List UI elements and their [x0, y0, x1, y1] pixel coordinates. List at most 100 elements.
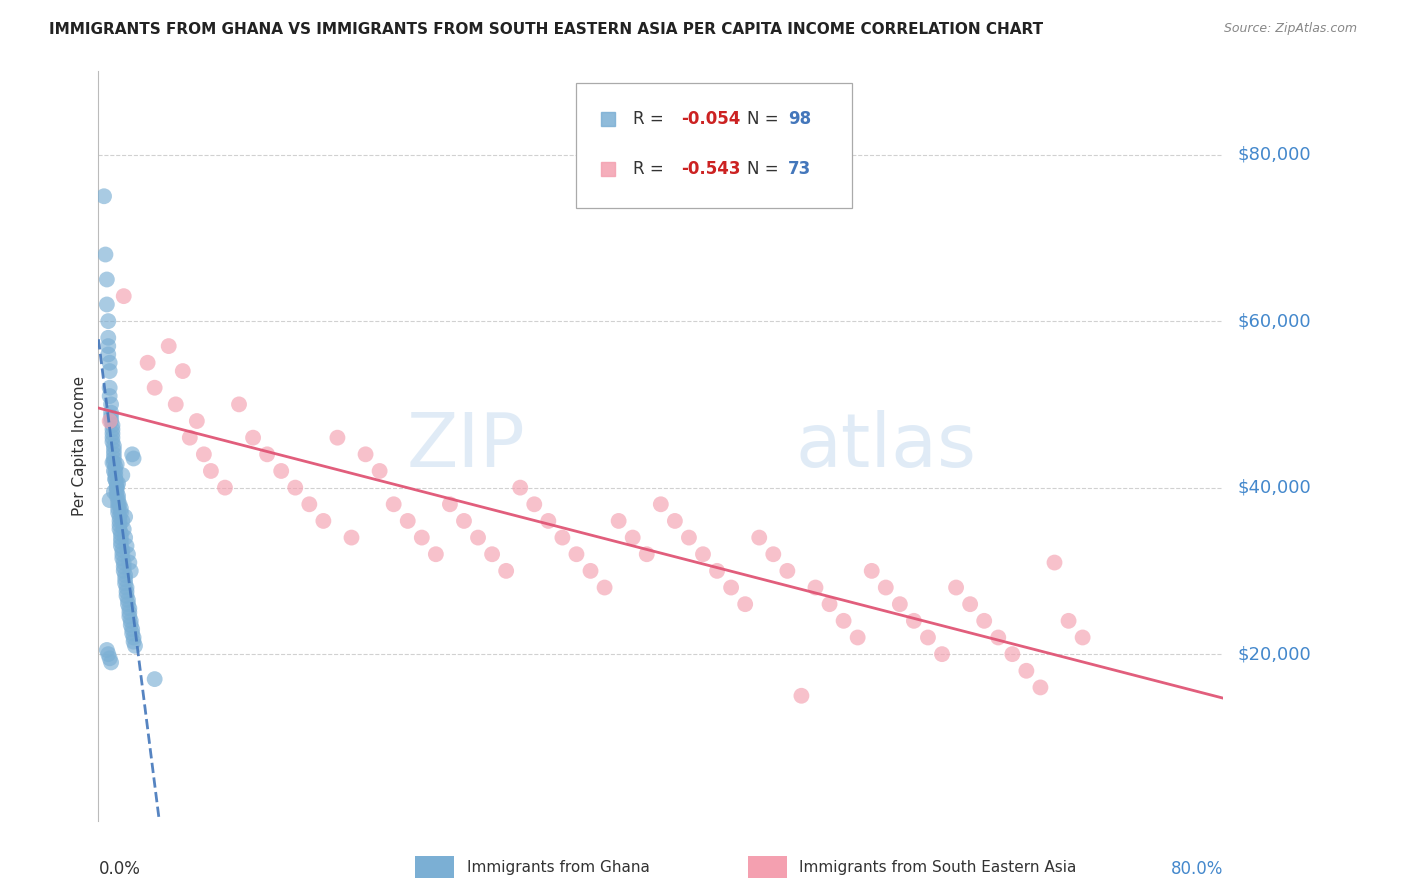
- Text: Immigrants from Ghana: Immigrants from Ghana: [467, 860, 650, 874]
- Point: [112, 559, 135, 574]
- Point: [98, 364, 121, 378]
- Point: [120, 614, 142, 628]
- Text: -0.543: -0.543: [681, 160, 741, 178]
- Point: [889, 597, 911, 611]
- Point: [228, 397, 250, 411]
- Point: [107, 506, 129, 520]
- Point: [115, 539, 138, 553]
- Point: [101, 431, 124, 445]
- Text: N =: N =: [748, 160, 785, 178]
- Point: [104, 468, 127, 483]
- Point: [523, 497, 546, 511]
- Point: [110, 526, 132, 541]
- Point: [114, 509, 136, 524]
- Point: [565, 547, 588, 561]
- Point: [664, 514, 686, 528]
- Point: [98, 356, 121, 370]
- Point: [706, 564, 728, 578]
- Point: [121, 447, 143, 461]
- Point: [1043, 556, 1066, 570]
- Point: [425, 547, 447, 561]
- Point: [179, 431, 201, 445]
- Point: [103, 484, 125, 499]
- Point: [103, 451, 125, 466]
- Point: [112, 289, 135, 303]
- Point: [270, 464, 292, 478]
- Point: [108, 497, 131, 511]
- Point: [103, 447, 125, 461]
- Text: $20,000: $20,000: [1237, 645, 1310, 663]
- Point: [97, 339, 120, 353]
- Point: [114, 568, 136, 582]
- Point: [103, 439, 125, 453]
- Point: [172, 364, 194, 378]
- Point: [118, 609, 141, 624]
- Point: [959, 597, 981, 611]
- Point: [114, 576, 136, 591]
- Point: [96, 272, 118, 286]
- Point: [579, 564, 602, 578]
- Point: [903, 614, 925, 628]
- Point: [354, 447, 377, 461]
- Point: [94, 247, 117, 261]
- Point: [100, 656, 122, 670]
- Point: [110, 506, 132, 520]
- Text: 98: 98: [787, 110, 811, 128]
- Point: [1029, 681, 1052, 695]
- Point: [734, 597, 756, 611]
- Text: $60,000: $60,000: [1237, 312, 1310, 330]
- Point: [326, 431, 349, 445]
- Point: [108, 509, 131, 524]
- Point: [396, 514, 419, 528]
- Point: [101, 456, 124, 470]
- Point: [111, 468, 134, 483]
- Point: [650, 497, 672, 511]
- Point: [1071, 631, 1094, 645]
- Point: [818, 597, 841, 611]
- Point: [101, 426, 124, 441]
- Point: [105, 458, 128, 472]
- Text: R =: R =: [633, 160, 669, 178]
- Point: [593, 581, 616, 595]
- Point: [157, 339, 180, 353]
- Point: [97, 347, 120, 361]
- Point: [112, 556, 135, 570]
- Point: [121, 626, 143, 640]
- Point: [115, 581, 138, 595]
- Text: 0.0%: 0.0%: [98, 860, 141, 878]
- Point: [115, 584, 138, 599]
- Point: [111, 543, 134, 558]
- Point: [111, 547, 134, 561]
- Point: [107, 476, 129, 491]
- Point: [186, 414, 208, 428]
- Point: [97, 314, 120, 328]
- Point: [340, 531, 363, 545]
- Point: [108, 522, 131, 536]
- Point: [114, 572, 136, 586]
- Point: [118, 601, 141, 615]
- Point: [110, 501, 132, 516]
- Text: -0.054: -0.054: [681, 110, 741, 128]
- Text: ZIP: ZIP: [408, 409, 526, 483]
- Text: $80,000: $80,000: [1237, 145, 1310, 163]
- Point: [97, 331, 120, 345]
- Point: [509, 481, 531, 495]
- Point: [100, 406, 122, 420]
- Point: [120, 618, 142, 632]
- Point: [98, 414, 121, 428]
- Point: [621, 531, 644, 545]
- Text: atlas: atlas: [796, 409, 977, 483]
- Point: [104, 472, 127, 486]
- Point: [103, 464, 125, 478]
- Point: [1001, 647, 1024, 661]
- Point: [111, 551, 134, 566]
- Text: IMMIGRANTS FROM GHANA VS IMMIGRANTS FROM SOUTH EASTERN ASIA PER CAPITA INCOME CO: IMMIGRANTS FROM GHANA VS IMMIGRANTS FROM…: [49, 22, 1043, 37]
- Point: [776, 564, 799, 578]
- Point: [368, 464, 391, 478]
- Point: [551, 531, 574, 545]
- Point: [284, 481, 307, 495]
- Point: [98, 651, 121, 665]
- Point: [96, 643, 118, 657]
- Point: [122, 451, 145, 466]
- Point: [382, 497, 405, 511]
